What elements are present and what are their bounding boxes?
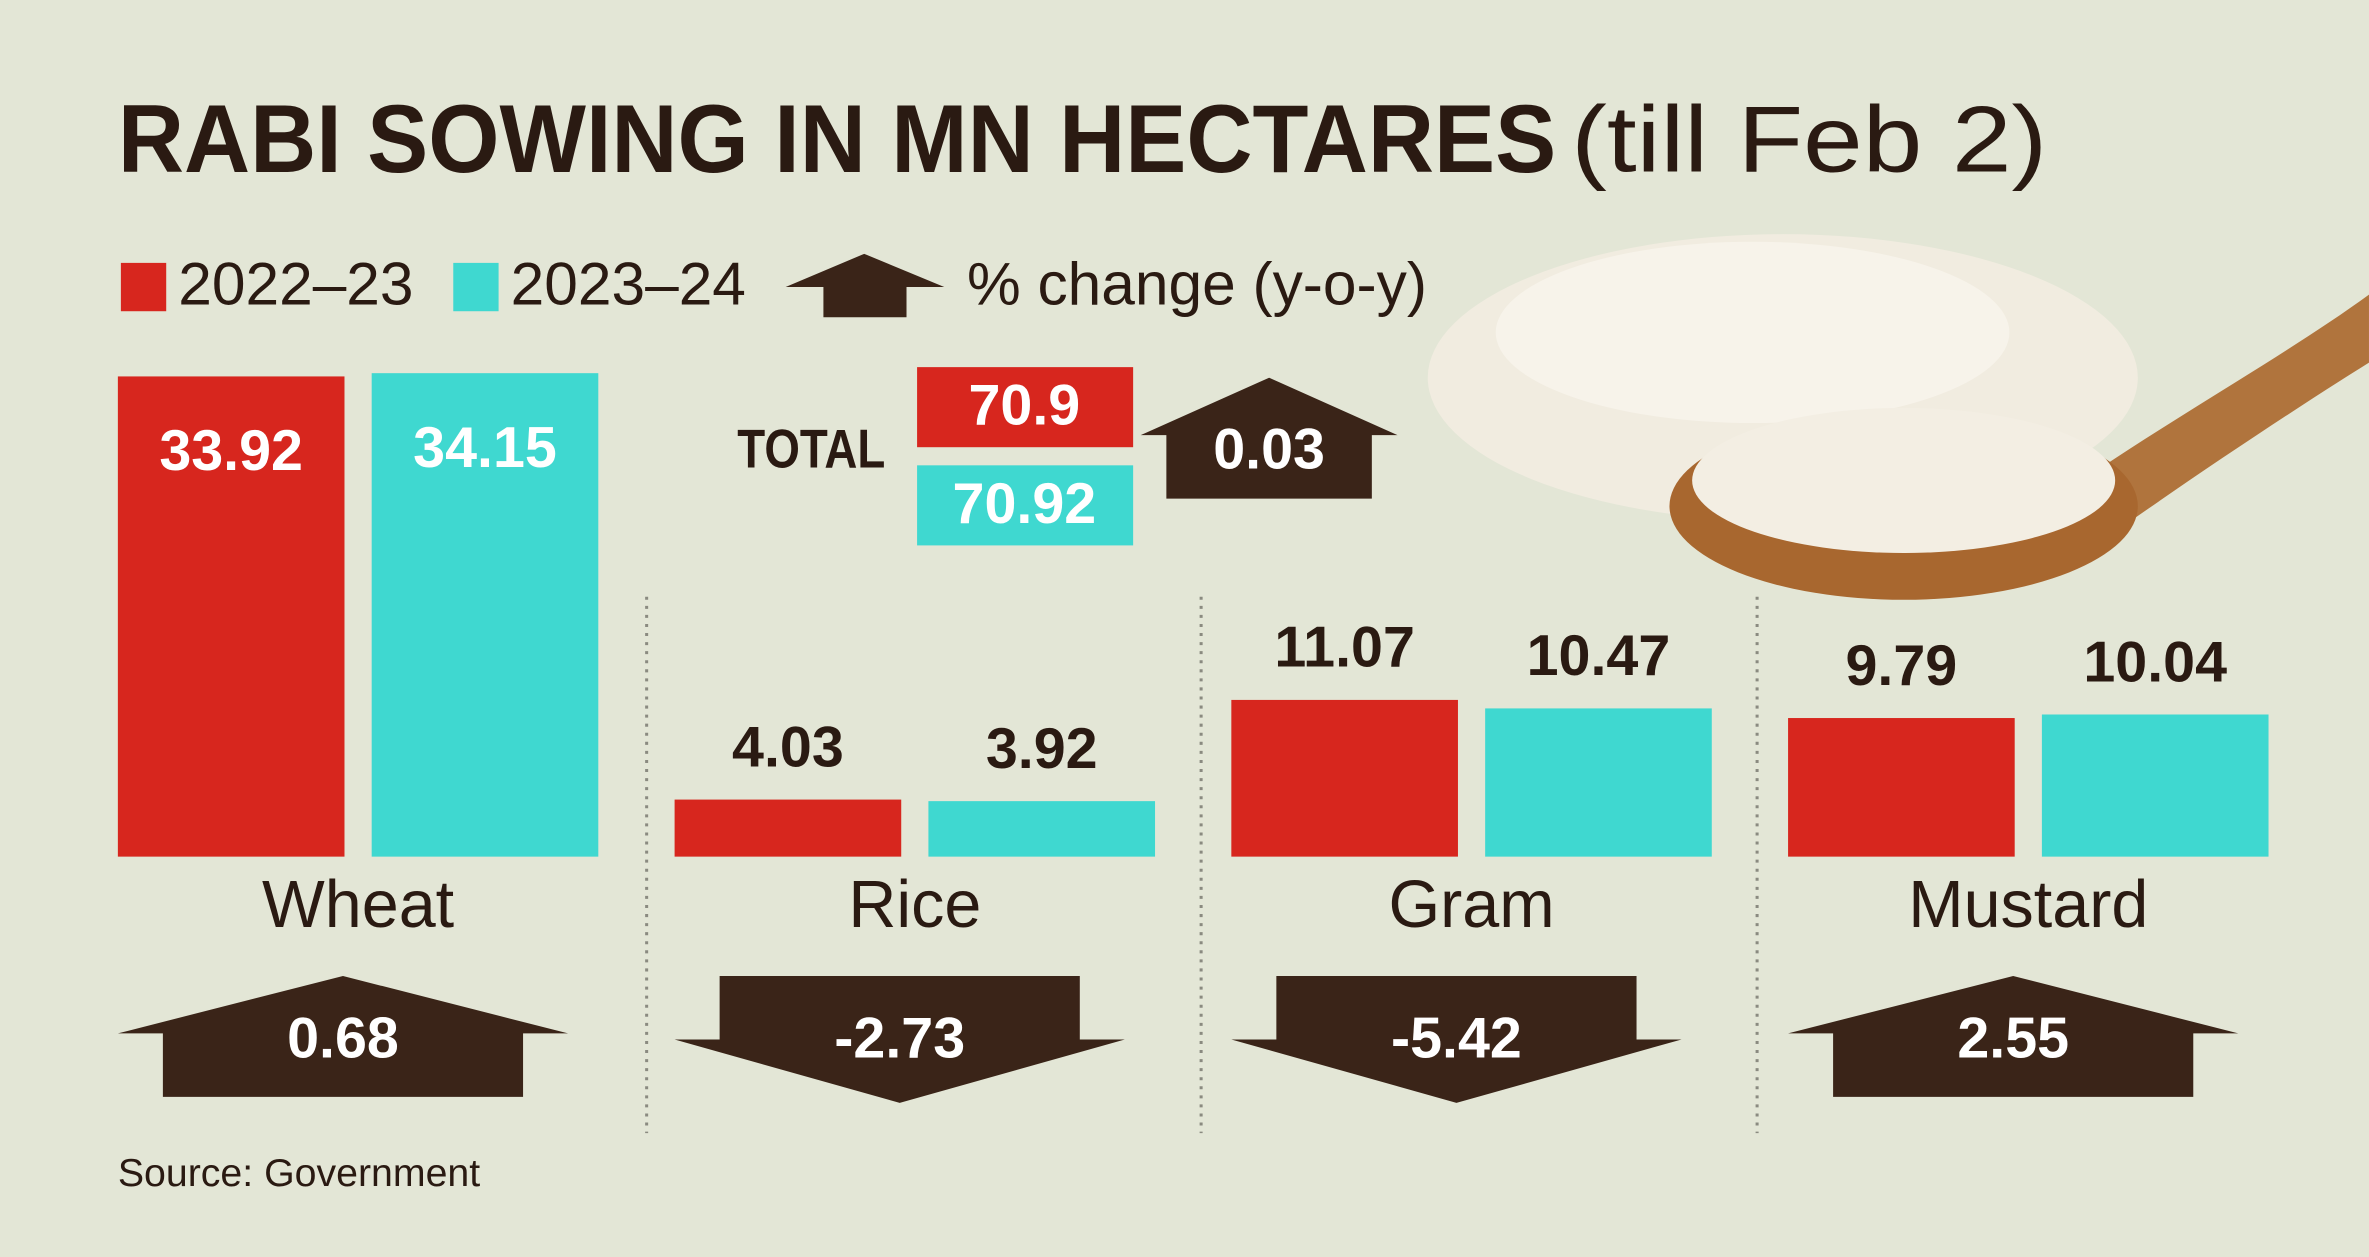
bar [675,800,902,857]
value-label: 10.04 [2083,630,2227,694]
value-label: 33.92 [159,419,303,483]
legend-label: % change (y-o-y) [967,250,1427,318]
category-label: Gram [1388,868,1554,942]
value-label: 34.15 [413,416,557,480]
change-label: 2.55 [1957,1007,2069,1071]
bar [1485,708,1712,856]
value-label: 4.03 [732,715,844,779]
legend-label: 2022–23 [178,250,413,318]
total-value: 70.9 [968,374,1080,438]
category-label: Mustard [1908,868,2148,942]
page: {"chart_data": { "type": "bar", "title":… [0,0,2369,1257]
total-value: 70.92 [953,472,1097,536]
value-label: 3.92 [986,717,1098,781]
bar [2042,714,2269,856]
chart-subtitle: (till Feb 2) [1571,86,2047,191]
legend-swatch [121,263,166,311]
total-label: TOTAL [737,419,885,480]
change-label: 0.68 [287,1007,399,1071]
category-label: Rice [848,868,981,942]
total-change-label: 0.03 [1213,417,1325,481]
value-label: 10.47 [1527,624,1671,688]
value-label: 11.07 [1274,616,1415,680]
change-label: -2.73 [834,1007,965,1071]
source: Source: Government [118,1151,480,1195]
value-label: 9.79 [1846,634,1958,698]
chart-title: RABI SOWING IN MN HECTARES [118,85,1556,193]
bar [1788,718,2015,857]
bar [1231,700,1458,857]
chart: RABI SOWING IN MN HECTARES (till Feb 2) … [0,0,2369,1257]
legend-swatch [453,263,498,311]
bar [928,801,1155,856]
change-label: -5.42 [1391,1007,1522,1071]
legend-label: 2023–24 [511,250,746,318]
category-label: Wheat [262,868,454,942]
